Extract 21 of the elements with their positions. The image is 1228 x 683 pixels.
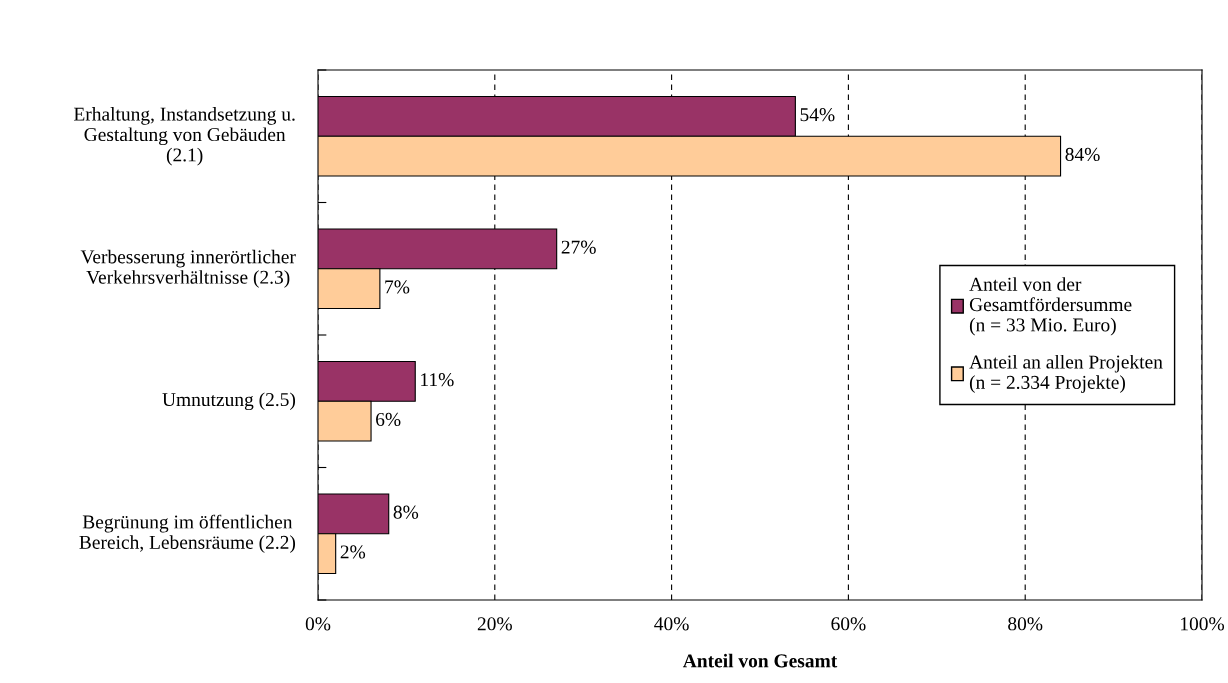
legend-label: Anteil an allen Projekten (n = 2.334 Projekte)	[969, 354, 1163, 393]
x-axis-title: Anteil von Gesamt	[682, 653, 838, 668]
data-label: 6%	[376, 412, 401, 427]
x-tick-label: 60%	[831, 617, 866, 631]
data-label: 54%	[800, 108, 835, 122]
data-label: 27%	[561, 240, 596, 254]
data-label: 8%	[393, 505, 419, 519]
x-tick-label: 40%	[654, 617, 689, 631]
x-tick-label: 100%	[1181, 617, 1225, 631]
legend-label: Anteil von der Gesamtfördersumme (n = 33 Mio. Euro)	[969, 277, 1132, 336]
y-tick-label: Verbesserung innerörtlicher Verkehrsverhältnisse (2.3)	[80, 249, 296, 288]
x-tick-label: 80%	[1008, 617, 1043, 631]
data-label: 7%	[385, 280, 410, 294]
y-tick-label: Erhaltung, Instandsetzung u. Gestaltung von Gebäuden (2.1)	[73, 107, 295, 166]
x-tick-label: 0%	[305, 617, 331, 631]
data-label: 11%	[421, 373, 454, 387]
data-label: 2%	[340, 545, 366, 559]
y-tick-label: Begrünung im öffentlichen Bereich, Lebensräume (2.2)	[79, 514, 296, 553]
x-tick-label: 20%	[477, 617, 512, 631]
y-tick-label: Umnutzung (2.5)	[162, 392, 296, 411]
data-label: 84%	[1065, 147, 1100, 162]
